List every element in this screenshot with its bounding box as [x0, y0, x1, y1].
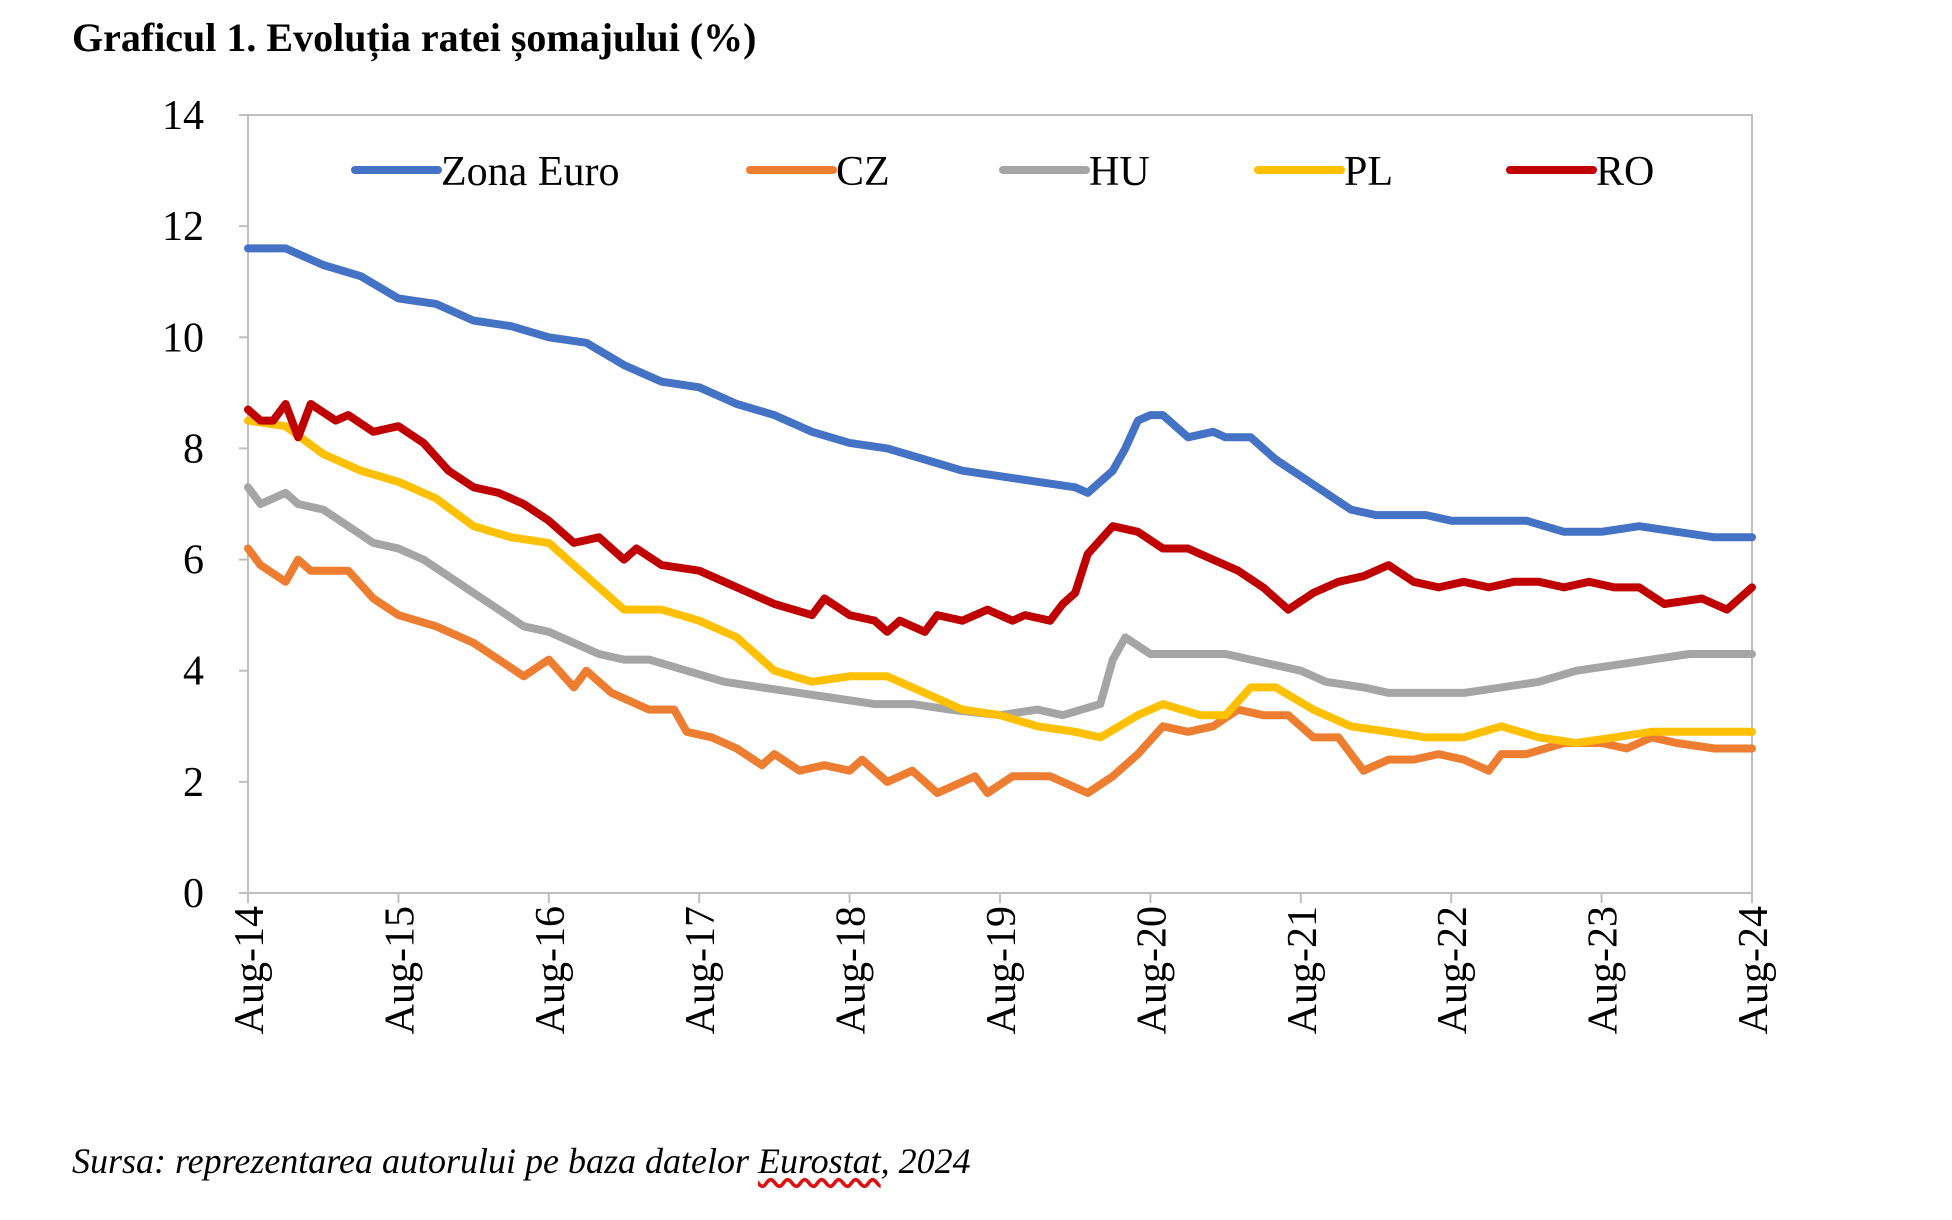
x-tick-label: Aug-18: [829, 906, 875, 1034]
series-line-pl: [244, 416, 1756, 747]
legend-label-pl: PL: [1344, 149, 1393, 195]
y-tick-label: 10: [162, 315, 204, 361]
x-tick-label: Aug-20: [1129, 906, 1175, 1034]
plot-area-frame: [247, 114, 1753, 894]
y-tick-label: 2: [183, 760, 204, 806]
source-suffix: , 2024: [880, 1141, 971, 1181]
x-tick-label: Aug-17: [678, 906, 724, 1034]
x-tick-label: Aug-16: [528, 906, 574, 1034]
x-tick-label: Aug-15: [377, 906, 423, 1034]
y-tick-label: 14: [162, 93, 204, 139]
x-tick-label: Aug-19: [979, 906, 1025, 1034]
chart-title: Graficul 1. Evoluția ratei șomajului (%): [72, 15, 757, 60]
x-tick-label: Aug-23: [1581, 906, 1627, 1034]
legend: Zona Euro CZ HU PL RO: [351, 149, 1654, 195]
x-tick-label: Aug-14: [227, 906, 273, 1034]
legend-label-hu: HU: [1089, 149, 1150, 195]
x-axis: Aug-14 Aug-15 Aug-16 Aug-17 Aug-18 Aug-19 Aug-…: [227, 892, 1777, 1034]
legend-label-zona-euro: Zona Euro: [441, 149, 619, 195]
source-prefix: Sursa: reprezentarea autorului pe baza d…: [72, 1141, 758, 1181]
y-tick-label: 12: [162, 204, 204, 250]
source-note: Sursa: reprezentarea autorului pe baza d…: [72, 1140, 971, 1182]
series-line-cz: [244, 544, 1756, 797]
y-tick-label: 0: [183, 871, 204, 917]
y-tick-label: 6: [183, 538, 204, 584]
series-line-ro: [244, 400, 1756, 636]
x-tick-label: Aug-21: [1280, 906, 1326, 1034]
source-name: Eurostat: [757, 1141, 881, 1181]
x-tick-label: Aug-24: [1731, 906, 1777, 1034]
y-tick-label: 4: [183, 649, 204, 695]
series-layer: [244, 244, 1756, 797]
legend-label-ro: RO: [1596, 149, 1654, 195]
series-line-zona-euro: [244, 244, 1756, 542]
y-tick-label: 8: [183, 426, 204, 472]
y-axis: 0 2 4 6 8 10 12 14: [162, 93, 249, 917]
series-line-hu: [244, 483, 1756, 720]
x-tick-label: Aug-22: [1430, 906, 1476, 1034]
legend-label-cz: CZ: [836, 149, 890, 195]
